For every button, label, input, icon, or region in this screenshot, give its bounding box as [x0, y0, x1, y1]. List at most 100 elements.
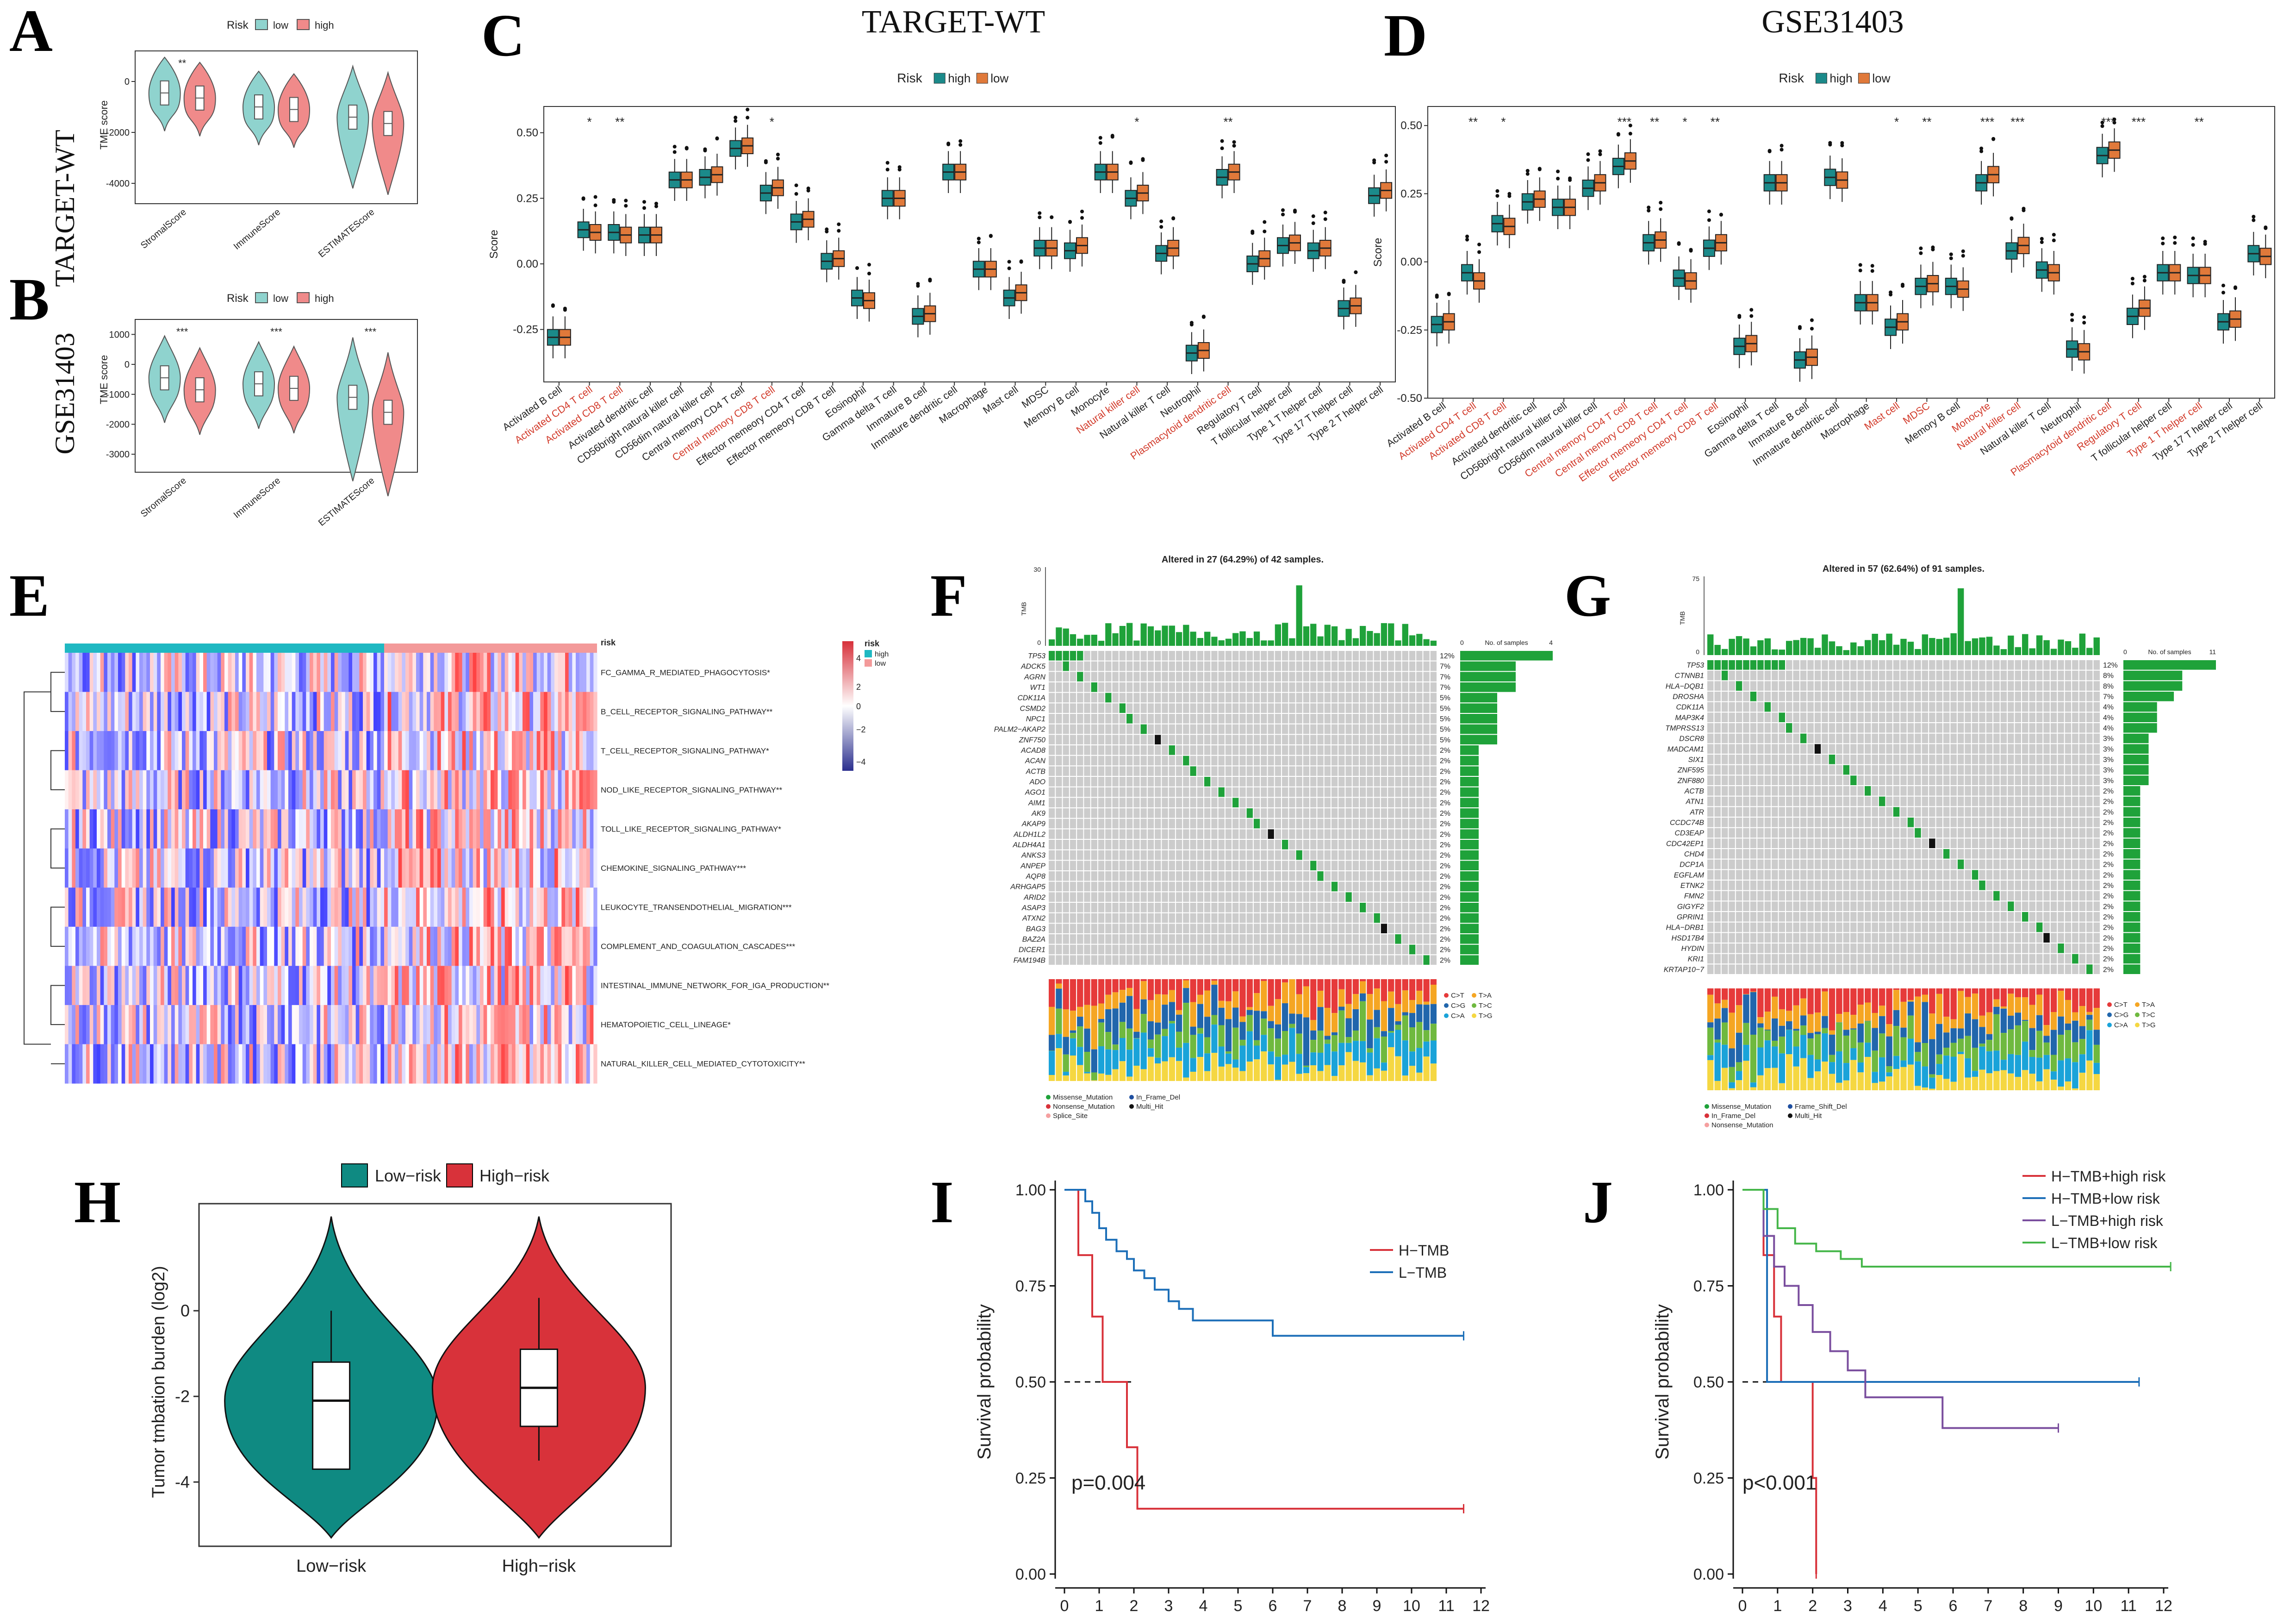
heatmap-cell	[388, 770, 392, 810]
heatmap-cell	[150, 731, 154, 770]
oncoplot-cell	[2022, 692, 2028, 701]
titv-segment	[1148, 1039, 1154, 1048]
heatmap-cell	[551, 770, 554, 810]
outlier-high	[1949, 252, 1953, 256]
oncoplot-cell	[1402, 955, 1408, 965]
oncoplot-cell	[1084, 693, 1090, 703]
oncoplot-cell	[1098, 703, 1104, 713]
outlier-high	[642, 200, 646, 204]
tmb-bar	[2051, 649, 2057, 655]
heatmap-cell	[380, 1044, 384, 1083]
heatmap-cell	[65, 1005, 68, 1044]
tmb-bar	[1979, 637, 1985, 655]
oncoplot-cell	[1872, 671, 1878, 681]
oncoplot-cell	[1077, 703, 1083, 713]
heatmap-cell	[384, 887, 388, 927]
oncoplot-cell	[1950, 660, 1956, 670]
heatmap-cell	[104, 692, 107, 731]
heatmap-cell	[221, 966, 224, 1005]
oncoplot-cell	[2015, 681, 2021, 691]
heatmap-cell	[480, 1005, 484, 1044]
oncoplot-cell	[2058, 660, 2064, 670]
oncoplot-cell	[1247, 924, 1253, 933]
heatmap-cell	[313, 887, 317, 927]
heatmap-cell	[476, 809, 480, 849]
oncoplot-cell	[1133, 672, 1139, 681]
heatmap-cell	[132, 653, 136, 692]
heatmap-cell	[402, 966, 405, 1005]
gene-pct: 2%	[1440, 873, 1450, 881]
heatmap-cell	[434, 1044, 437, 1083]
heatmap-cell	[199, 653, 203, 692]
oncoplot-cell	[1219, 662, 1225, 671]
oncoplot-cell	[1049, 871, 1055, 881]
oncoplot-cell	[1183, 882, 1189, 892]
oncoplot-mutation	[1190, 766, 1196, 776]
heatmap-cell	[313, 692, 317, 731]
oncoplot-cell	[1105, 945, 1111, 955]
heatmap-cell	[132, 1005, 136, 1044]
heatmap-cell	[278, 692, 281, 731]
heatmap-cell	[345, 653, 349, 692]
oncoplot-cell	[1317, 808, 1323, 818]
oncoplot-cell	[1183, 934, 1189, 944]
heatmap-cell	[288, 849, 292, 888]
oncoplot-cell	[1183, 787, 1189, 797]
heatmap-cell	[150, 849, 154, 888]
oncoplot-cell	[2051, 681, 2057, 691]
oncoplot-cell	[1091, 703, 1097, 713]
heatmap-cell	[242, 927, 246, 966]
heatmap-cell	[367, 653, 370, 692]
heatmap-cell	[377, 1044, 381, 1083]
oncoplot-cell	[1317, 882, 1323, 892]
heatmap-cell	[320, 927, 324, 966]
titv-segment	[1310, 1020, 1316, 1031]
oncoplot-cell	[1310, 871, 1316, 881]
heatmap-cell	[256, 653, 260, 692]
oncoplot-cell	[1722, 692, 1728, 701]
oncoplot-cell	[1141, 662, 1147, 671]
oncoplot-cell	[1893, 671, 1899, 681]
oncoplot-cell	[1409, 924, 1415, 933]
oncoplot-cell	[1261, 850, 1267, 860]
heatmap-cell	[395, 1005, 398, 1044]
oncoplot-cell	[1084, 672, 1090, 681]
heatmap-cell	[239, 966, 243, 1005]
heatmap-cell	[161, 1005, 164, 1044]
heatmap-cell	[345, 849, 349, 888]
heatmap-cell	[154, 849, 157, 888]
heatmap-cell	[175, 692, 179, 731]
oncoplot-cell	[1190, 892, 1196, 902]
oncoplot-cell	[1049, 672, 1055, 681]
oncoplot-cell	[1141, 703, 1147, 713]
oncoplot-cell	[1402, 777, 1408, 787]
oncoplot-cell	[1232, 892, 1238, 902]
titv-segment	[1261, 1035, 1267, 1051]
heatmap-cell	[335, 1005, 338, 1044]
oncoplot-cell	[1120, 892, 1126, 902]
oncoplot-cell	[1112, 924, 1118, 933]
heatmap-cell	[139, 887, 143, 927]
heatmap-cell	[306, 966, 310, 1005]
oncoplot-cell	[1204, 703, 1210, 713]
oncoplot-cell	[1232, 777, 1238, 787]
outlier-low	[2173, 241, 2177, 245]
oncoplot-cell	[1232, 955, 1238, 965]
oncoplot-cell	[1416, 903, 1422, 912]
heatmap-cell	[235, 1005, 239, 1044]
oncoplot-cell	[1084, 819, 1090, 829]
titv-segment	[1211, 979, 1217, 981]
heatmap-cell	[544, 692, 548, 731]
oncoplot-cell	[1836, 660, 1842, 670]
oncoplot-cell	[1148, 882, 1154, 892]
heatmap-cell	[462, 770, 466, 810]
heatmap-cell	[537, 966, 541, 1005]
titv-segment	[1325, 1065, 1331, 1081]
oncoplot-cell	[1317, 787, 1323, 797]
titv-segment	[1141, 1014, 1147, 1032]
heatmap-cell	[576, 731, 579, 770]
oncoplot-cell	[1431, 840, 1437, 850]
oncoplot-cell	[1416, 766, 1422, 776]
heatmap-cell	[498, 887, 501, 927]
heatmap-cell	[508, 849, 512, 888]
